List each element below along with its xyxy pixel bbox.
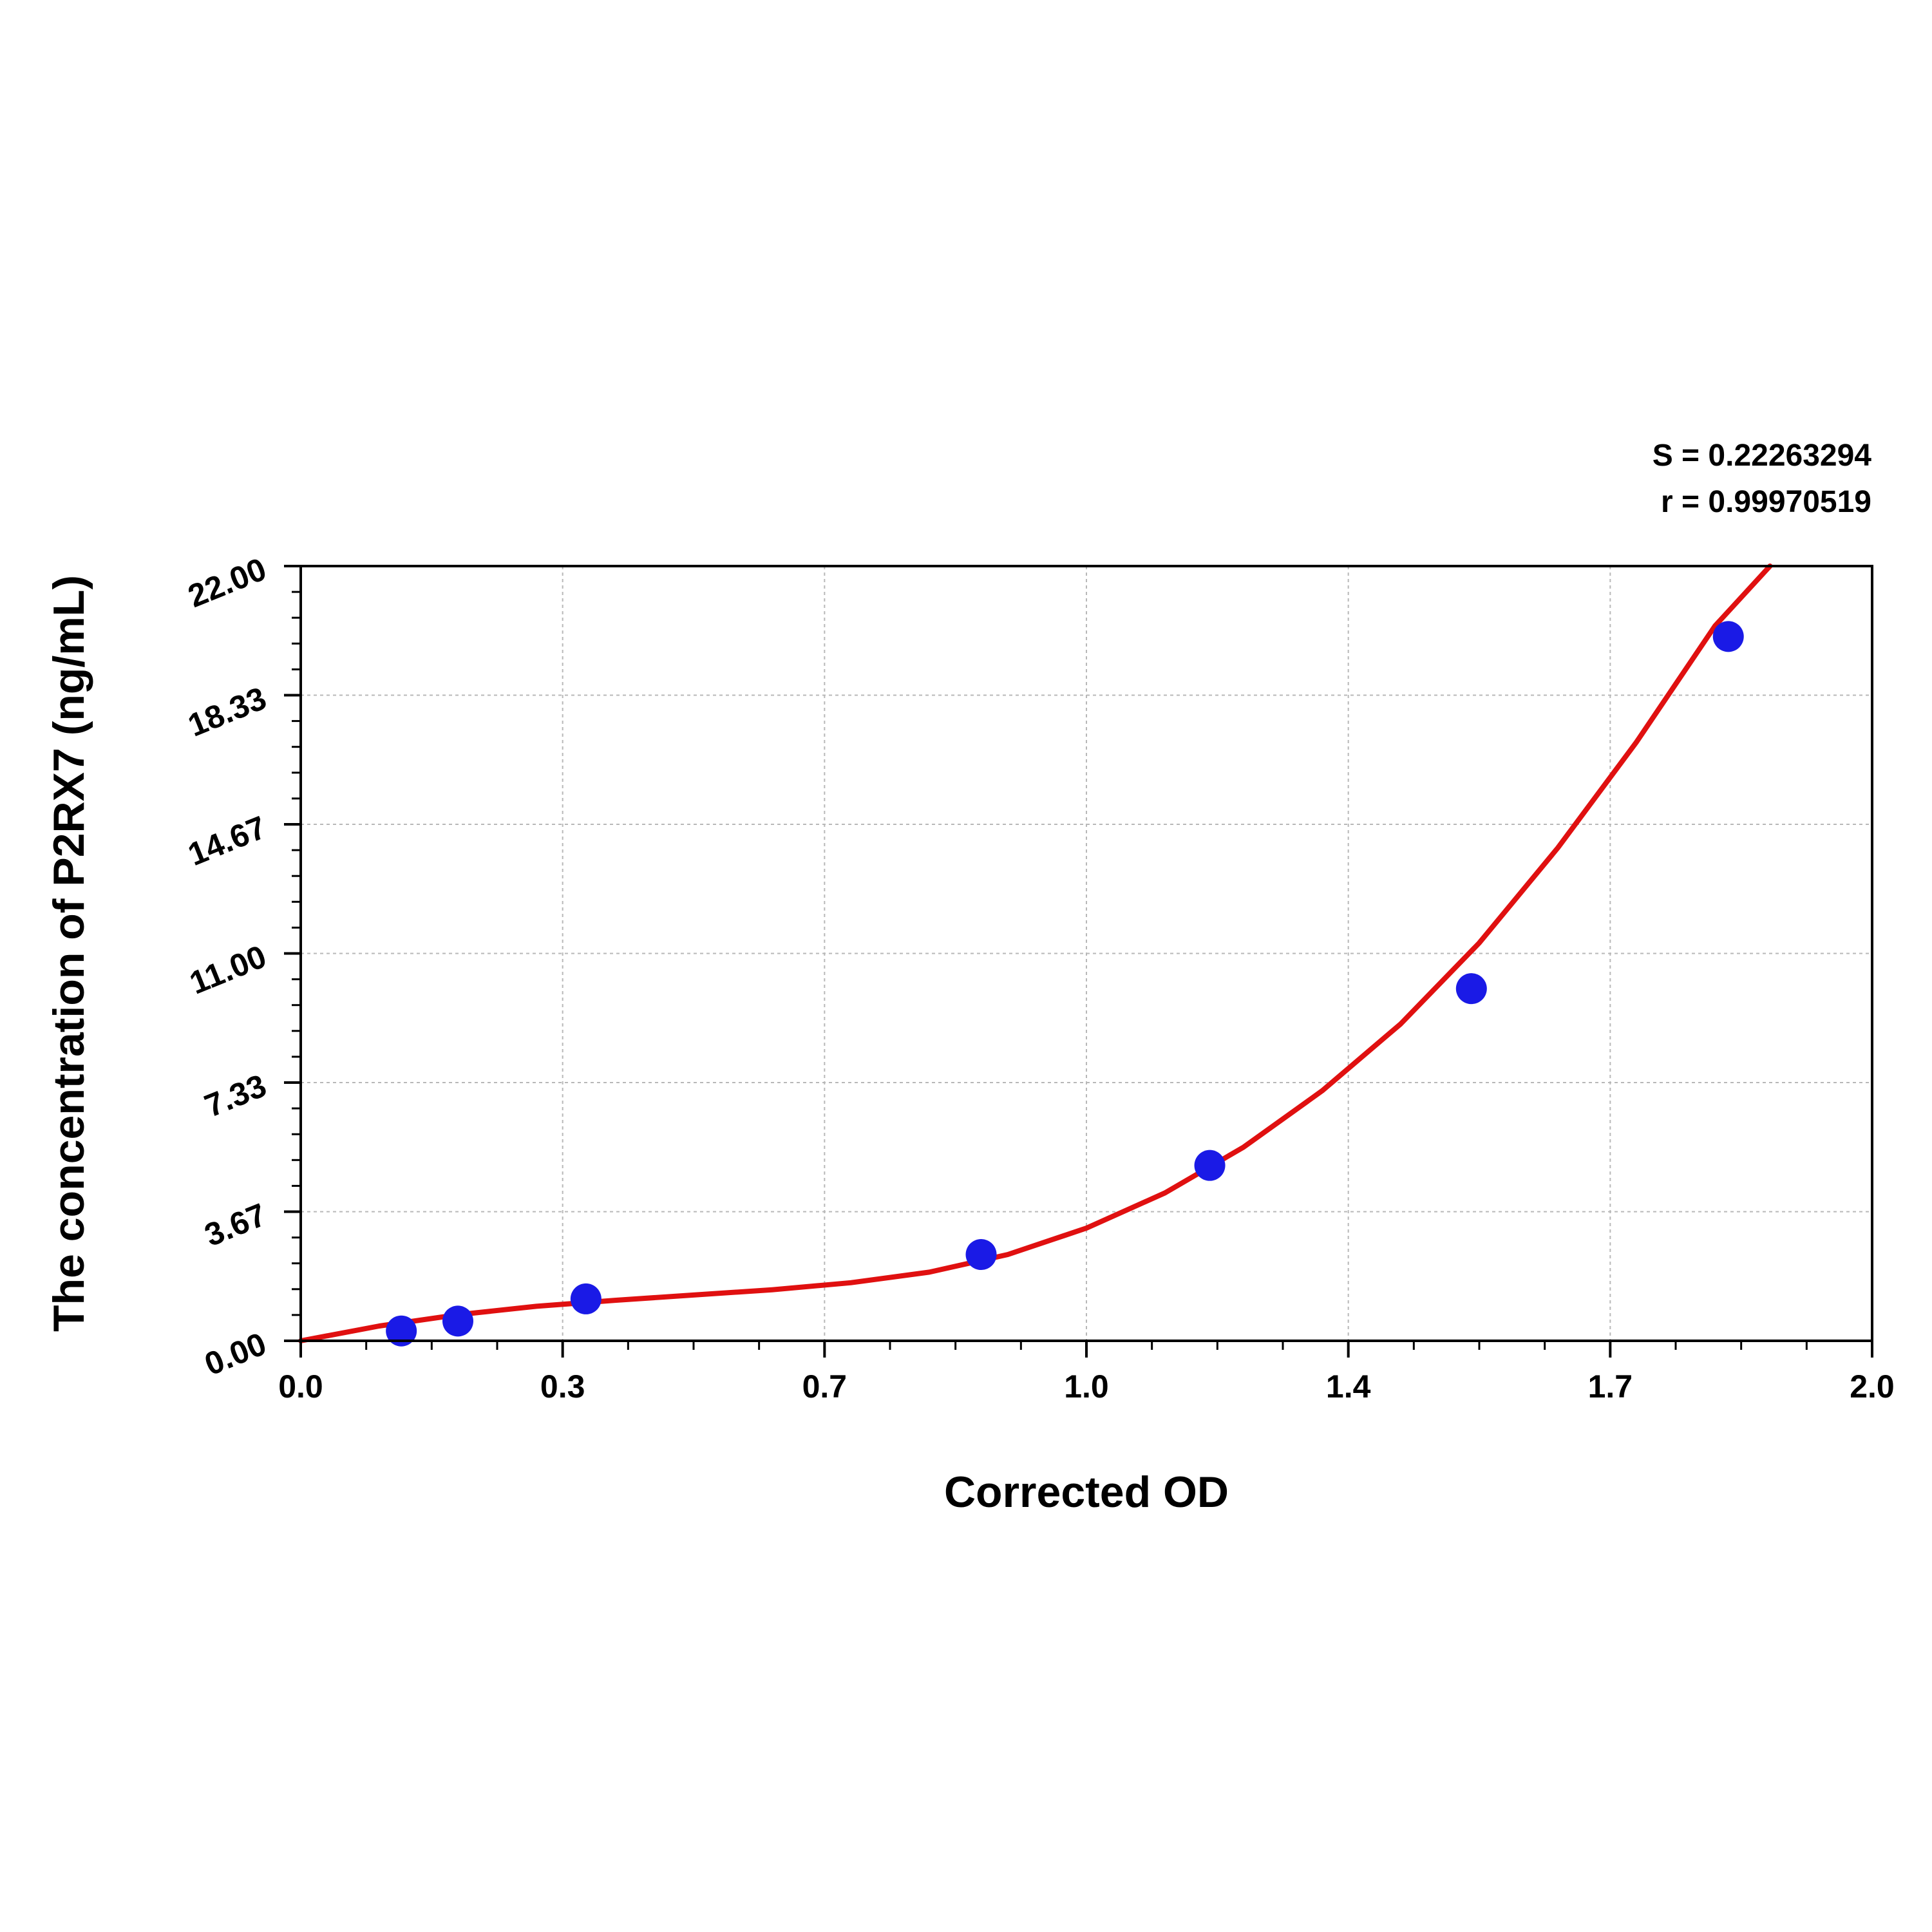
y-tick-label: 11.00 xyxy=(185,938,271,1001)
x-axis-title: Corrected OD xyxy=(944,1468,1229,1517)
fit-curve xyxy=(298,564,1773,1343)
x-tick-label: 0.7 xyxy=(802,1368,848,1405)
y-tick-label: 14.67 xyxy=(183,809,271,873)
data-point xyxy=(442,1305,473,1337)
y-tick-label: 0.00 xyxy=(200,1325,271,1382)
axis-ticks xyxy=(284,565,1873,1358)
x-tick-label: 1.0 xyxy=(1064,1368,1109,1405)
x-tick-label: 0.0 xyxy=(278,1368,323,1405)
fit-r-statistic: r = 0.99970519 xyxy=(1661,485,1871,519)
tick-labels: 0.0 0.3 0.7 1.0 1.4 1.7 2.0 0.00 3.67 7.33 11.00 14… xyxy=(183,551,1895,1405)
y-axis-title: The concentration of P2RX7 (ng/mL) xyxy=(44,575,93,1332)
fit-s-statistic: S = 0.22263294 xyxy=(1653,439,1872,473)
x-tick-label: 2.0 xyxy=(1850,1368,1895,1405)
y-tick-label: 3.67 xyxy=(200,1197,271,1253)
data-point xyxy=(965,1239,997,1271)
y-tick-label: 22.00 xyxy=(183,551,271,614)
data-point xyxy=(1194,1150,1226,1181)
data-point xyxy=(386,1315,417,1347)
x-tick-label: 0.3 xyxy=(540,1368,585,1405)
y-tick-label: 18.33 xyxy=(183,680,271,744)
fit-curve-layer xyxy=(298,564,1773,1343)
y-tick-label: 7.33 xyxy=(200,1067,271,1124)
data-points-layer xyxy=(386,621,1744,1347)
data-point xyxy=(570,1283,601,1314)
data-point xyxy=(1455,973,1487,1005)
x-tick-label: 1.7 xyxy=(1588,1368,1633,1405)
x-tick-label: 1.4 xyxy=(1326,1368,1371,1405)
grid-lines xyxy=(301,566,1872,1341)
data-point xyxy=(1712,621,1744,652)
